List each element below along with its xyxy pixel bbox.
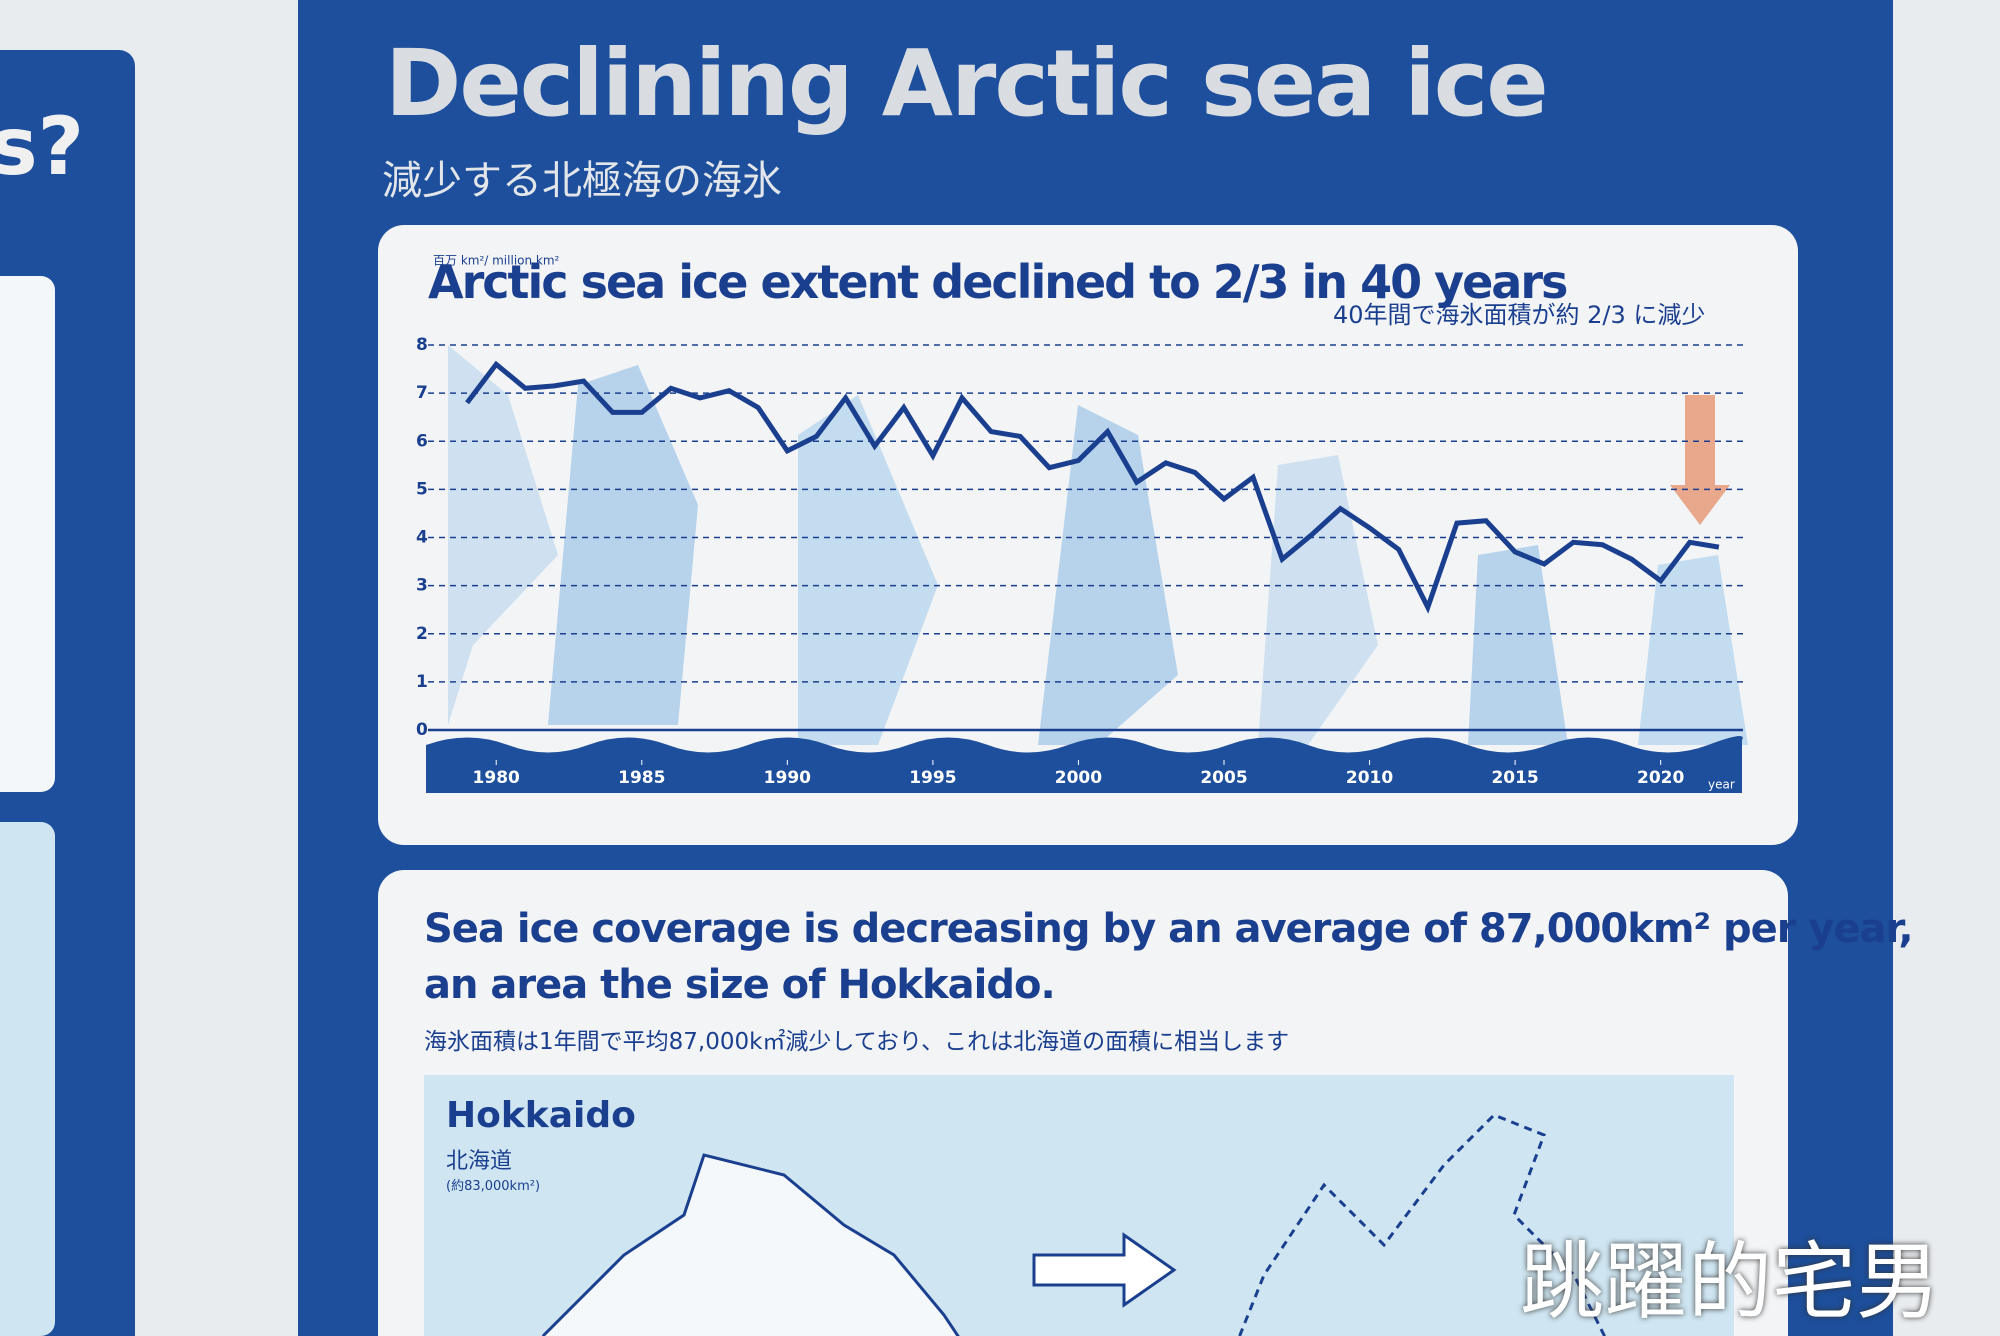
side-text: s? (0, 100, 85, 193)
map-subtitle: 北海道 (446, 1149, 513, 1174)
watermark: 跳躍的宅男 (1520, 1233, 1941, 1331)
chart-card: 百万 km²/ million km² year 0 1 2 3 4 5 6 7 8 1980 19… (378, 225, 1798, 845)
iceberg (548, 365, 698, 725)
info-card: Sea ice coverage is decreasing by an ave… (378, 870, 1914, 1336)
y-tick-label: 0 (416, 720, 428, 740)
y-tick-label: 7 (416, 383, 428, 403)
panel-subtitle: 減少する北極海の海氷 (382, 158, 782, 204)
dashed-outline (1237, 1113, 1607, 1336)
y-tick-label: 6 (416, 431, 428, 451)
x-tick-label: 1995 (909, 768, 956, 788)
decline-arrow (1670, 395, 1730, 525)
water-band (426, 736, 1743, 793)
iceberg (1468, 545, 1568, 745)
iceberg (798, 395, 938, 745)
chart: 百万 km²/ million km² year 0 1 2 3 4 5 6 7 8 1980 19… (416, 254, 1748, 793)
map-note: (約83,000km²) (446, 1179, 541, 1194)
map-illustration (541, 1113, 1607, 1336)
x-tick-label: 2000 (1055, 768, 1102, 788)
x-tick-label: 1985 (618, 768, 665, 788)
chart-subtitle: 40年間で海氷面積が約 2/3 に減少 (1333, 301, 1706, 329)
info-title: Sea ice coverage is decreasing by an ave… (424, 906, 1914, 952)
y-tick-label: 2 (416, 624, 428, 644)
iceberg (1638, 555, 1748, 745)
x-tick-label: 2015 (1491, 768, 1538, 788)
iceberg (1038, 405, 1178, 745)
side-card (0, 822, 55, 1336)
iceberg (448, 345, 558, 725)
y-tick-label: 1 (416, 672, 428, 692)
chart-title: Arctic sea ice extent declined to 2/3 in… (428, 255, 1568, 309)
arrow (1032, 1232, 1177, 1308)
y-tick-label: 3 (416, 576, 428, 596)
y-tick-label: 5 (416, 479, 428, 499)
panel-title: Declining Arctic sea ice (385, 30, 1549, 137)
side-panel: s? (0, 50, 135, 1336)
map-area: Hokkaido 北海道 (約83,000km²) (424, 1075, 1734, 1336)
y-tick-label: 8 (416, 335, 428, 355)
side-card (0, 276, 55, 792)
info-title: an area the size of Hokkaido. (424, 962, 1056, 1008)
data-line (465, 360, 1720, 614)
y-tick-label: 4 (416, 528, 428, 548)
map-title: Hokkaido (446, 1095, 636, 1136)
x-tick-label: 2005 (1200, 768, 1247, 788)
y-axis-label: 百万 km²/ million km² (433, 254, 560, 268)
x-tick-label: 2010 (1346, 768, 1393, 788)
info-subtitle: 海氷面積は1年間で平均87,000k㎡減少しており、これは北海道の面積に相当しま… (424, 1029, 1290, 1055)
x-axis-label: year (1708, 778, 1735, 792)
x-tick-label: 1990 (764, 768, 811, 788)
hokkaido-shape (541, 1153, 960, 1336)
x-tick-label: 1980 (473, 768, 520, 788)
iceberg (1258, 455, 1378, 745)
x-tick-label: 2020 (1637, 768, 1684, 788)
